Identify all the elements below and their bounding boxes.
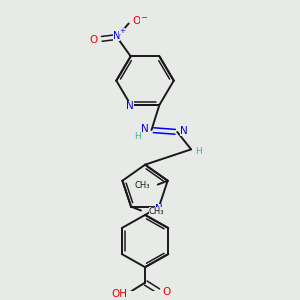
Text: OH: OH	[111, 289, 127, 299]
Text: H: H	[195, 147, 201, 156]
Text: N: N	[126, 101, 134, 111]
Text: N: N	[113, 31, 121, 41]
Text: CH₃: CH₃	[134, 181, 150, 190]
Text: O: O	[163, 287, 171, 297]
Text: +: +	[119, 28, 125, 34]
Text: CH₃: CH₃	[149, 207, 164, 216]
Text: N: N	[141, 124, 148, 134]
Text: −: −	[140, 13, 147, 22]
Text: N: N	[155, 204, 163, 214]
Text: O: O	[89, 35, 97, 45]
Text: H: H	[134, 132, 141, 141]
Text: O: O	[133, 16, 141, 26]
Text: N: N	[180, 126, 188, 136]
